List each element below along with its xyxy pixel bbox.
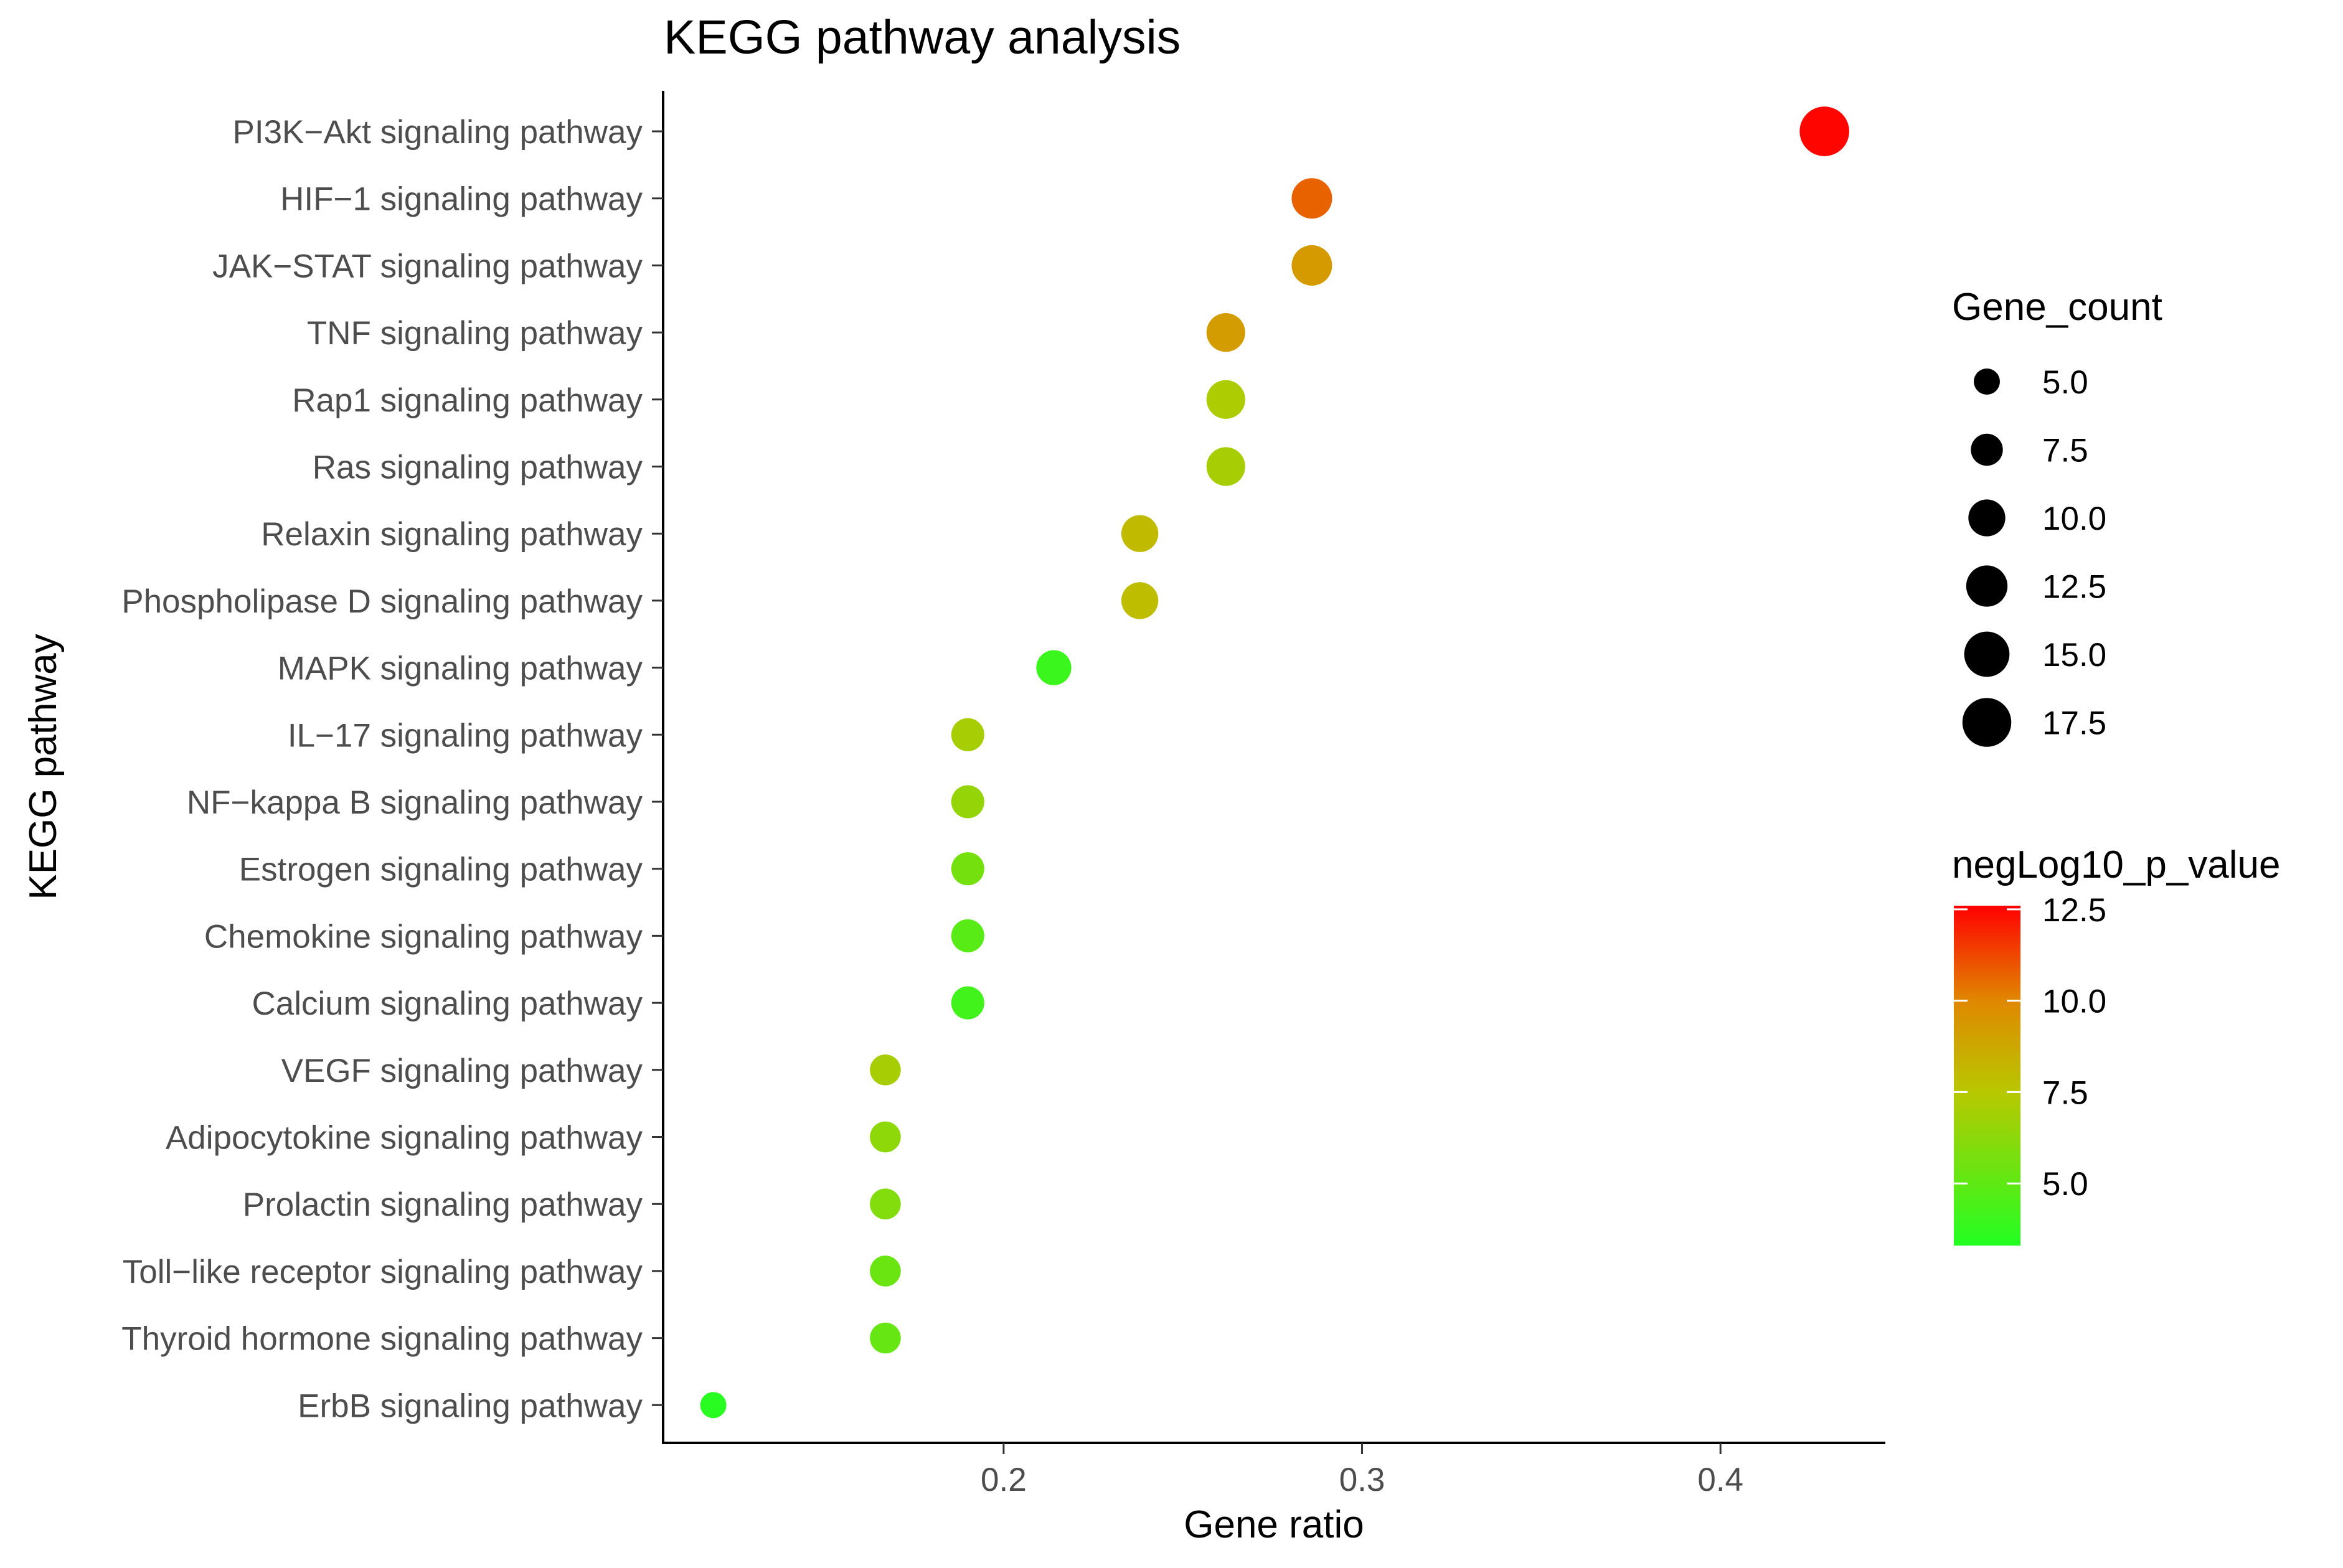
y-tick-label: Thyroid hormone signaling pathway [121,1321,643,1358]
colorbar [1954,906,2020,1246]
y-tick-label: TNF signaling pathway [307,315,643,352]
y-tick-label: IL−17 signaling pathway [288,717,643,754]
y-tick-label: ErbB signaling pathway [298,1387,643,1424]
y-tick-label: Ras signaling pathway [313,449,643,486]
data-point [951,919,984,952]
color-legend-title: negLog10_p_value [1952,843,2281,886]
y-tick-label: Prolactin signaling pathway [243,1186,643,1223]
size-legend-key [1974,369,2000,395]
y-tick-label: HIF−1 signaling pathway [280,181,643,218]
size-legend-key [1968,499,2006,537]
x-tick-group: 0.2 0.3 0.4 [981,1443,1743,1498]
y-tick-label: Estrogen signaling pathway [239,852,643,888]
size-legend-label: 15.0 [2042,637,2106,674]
color-legend-label: 5.0 [2042,1166,2088,1203]
y-tick-label: Toll−like receptor signaling pathway [123,1254,643,1290]
data-point [1799,106,1849,156]
data-point [1206,380,1245,419]
size-legend-label: 5.0 [2042,364,2088,401]
y-tick-label: MAPK signaling pathway [278,650,643,687]
size-legend-title: Gene_count [1952,286,2162,329]
size-legend-label: 12.5 [2042,569,2106,606]
data-point [1206,312,1245,352]
x-axis-label: Gene ratio [1184,1503,1364,1546]
size-legend-key [1971,433,2003,466]
color-legend-label: 7.5 [2042,1074,2088,1111]
size-legend-label: 10.0 [2042,500,2106,537]
data-point [870,1121,901,1153]
size-legend-label: 17.5 [2042,705,2106,742]
y-tick-label: Relaxin signaling pathway [261,516,643,553]
color-legend-label: 12.5 [2042,892,2106,929]
data-point [870,1054,901,1086]
data-point [1291,178,1332,219]
x-tick-label: 0.3 [1339,1462,1385,1498]
size-legend-key [1964,631,2010,677]
y-tick-label: Calcium signaling pathway [252,985,643,1022]
chart-title: KEGG pathway analysis [664,11,1181,64]
data-point [1291,245,1332,286]
size-legend-key [1966,565,2008,607]
data-point [951,718,984,751]
data-point [951,785,984,819]
size-legend: 5.0 7.5 10.0 12.5 15.0 17.5 [1962,364,2106,747]
y-tick-label: Rap1 signaling pathway [292,382,643,419]
y-tick-label: PI3K−Akt signaling pathway [233,114,643,151]
y-axis-label: KEGG pathway [22,634,65,899]
y-tick-label: Adipocytokine signaling pathway [166,1120,643,1157]
data-point [951,852,984,886]
size-legend-label: 7.5 [2042,433,2088,469]
data-point [870,1322,901,1354]
y-tick-label: JAK−STAT signaling pathway [212,248,643,284]
size-legend-key [1962,698,2012,747]
color-legend-label: 10.0 [2042,984,2106,1020]
data-point [1036,650,1072,685]
y-tick-group: PI3K−Akt signaling pathway HIF−1 signalin… [121,114,663,1424]
y-tick-label: NF−kappa B signaling pathway [187,784,643,821]
data-point [1121,582,1159,619]
data-points [700,106,1849,1419]
data-point [951,986,984,1020]
x-tick-label: 0.4 [1697,1462,1743,1498]
data-point [700,1392,727,1419]
y-tick-label: Chemokine signaling pathway [204,918,643,955]
color-legend-ticks: 12.5 10.0 7.5 5.0 [1954,892,2106,1203]
data-point [870,1188,901,1220]
data-point [1121,515,1159,552]
x-tick-label: 0.2 [981,1462,1027,1498]
data-point [1206,447,1245,486]
y-tick-label: VEGF signaling pathway [281,1053,643,1089]
y-tick-label: Phospholipase D signaling pathway [121,583,643,620]
data-point [870,1256,901,1287]
